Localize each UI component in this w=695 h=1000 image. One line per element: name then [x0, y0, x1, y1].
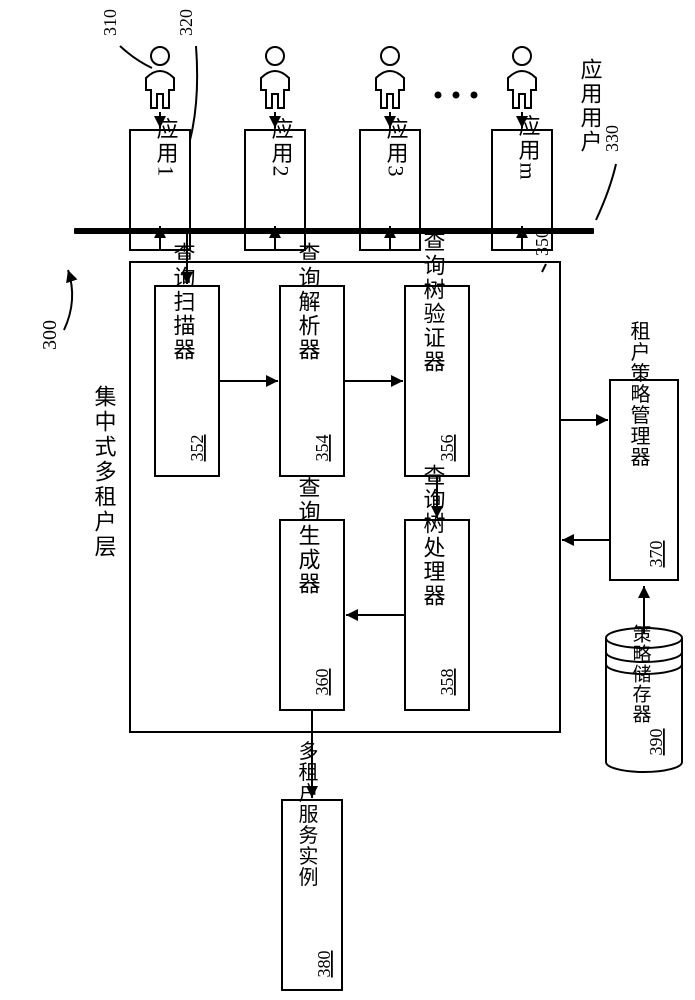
layer-bar	[74, 228, 594, 234]
app-label: 应用1	[154, 118, 179, 179]
user-icon	[266, 47, 284, 65]
users-label: 应用用户	[578, 58, 603, 154]
block-parser-label: 查询解析器	[296, 242, 321, 362]
user-icon-body	[261, 71, 289, 108]
block-generator-label: 查询生成器	[296, 476, 321, 596]
layer-title: 集中式多租户层	[92, 385, 117, 560]
user-icon-body	[508, 71, 536, 108]
block-scanner-ref: 352	[187, 435, 207, 462]
leader-figure	[64, 270, 72, 330]
block-validator-label: 查询树验证器	[421, 230, 446, 374]
policy-store-cylinder: 策略储存器 390	[606, 624, 682, 772]
ref-app: 320	[176, 9, 196, 36]
app-label: 应用3	[384, 118, 409, 179]
block-processor-ref: 358	[437, 669, 457, 696]
block-validator-ref: 356	[437, 435, 457, 462]
service-label: 多租户服务实例	[295, 740, 318, 887]
tenant-mgr-ref: 370	[646, 541, 666, 568]
leader-user	[120, 46, 152, 68]
service-ref: 380	[314, 951, 334, 978]
user-icon-body	[376, 71, 404, 108]
block-processor-label: 查询树处理器	[421, 464, 446, 608]
ref-user: 310	[100, 9, 120, 36]
block-scanner-label: 查询扫描器	[171, 242, 196, 362]
ref-bar: 330	[602, 125, 622, 152]
leader-bar	[596, 164, 616, 220]
user-icon	[151, 47, 169, 65]
block-parser-ref: 354	[312, 435, 332, 462]
user-icon	[513, 47, 531, 65]
tenant-mgr-label: 租户策略管理器	[627, 320, 650, 467]
policy-store-ref: 390	[646, 729, 666, 756]
user-icon-body	[146, 71, 174, 108]
ref-figure: 300	[39, 320, 61, 350]
policy-store-label: 策略储存器	[630, 624, 652, 724]
app-label: 应用m	[516, 114, 541, 181]
leader-bigbox	[542, 264, 546, 272]
ellipsis-dots	[435, 92, 478, 99]
app-label: 应用2	[269, 118, 294, 179]
block-generator-ref: 360	[312, 669, 332, 696]
user-icon	[381, 47, 399, 65]
leader-app	[190, 46, 197, 140]
